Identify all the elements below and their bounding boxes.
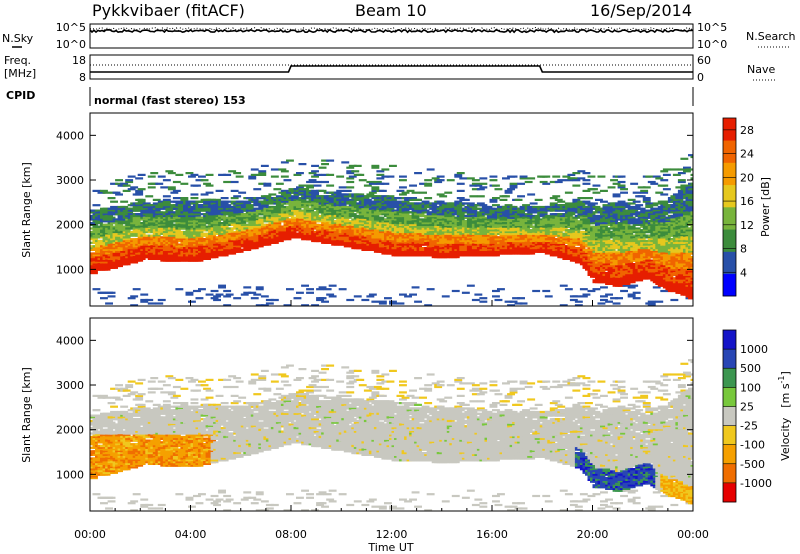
- velocity-colorbar-tick-label: 25: [740, 400, 754, 413]
- noise-right-tick-top: 10^5: [697, 21, 727, 34]
- y-tick-label: 2000: [56, 219, 84, 232]
- velocity-colorbar-tick-label: -1000: [740, 477, 772, 490]
- power-colorbar-tick-label: 24: [740, 148, 754, 161]
- velocity-colorbar-label: Velocity [m s-1]: [777, 371, 792, 461]
- power-colorbar-block: [723, 162, 736, 186]
- nsearch-line: [89, 26, 694, 32]
- power-colorbar-tick-label: 20: [740, 171, 754, 184]
- velocity-colorbar-block: [723, 368, 736, 388]
- velocity-colorbar-label-unit: [m s: [779, 383, 792, 408]
- beam-label: Beam 10: [355, 1, 427, 20]
- power-colorbar-block: [723, 118, 736, 141]
- nave-label: Nave: [747, 63, 775, 76]
- x-tick-label: 04:00: [175, 528, 207, 541]
- x-tick-label: 12:00: [376, 528, 408, 541]
- velocity-colorbar-label-main: Velocity: [779, 417, 792, 461]
- power-colorbar-block: [723, 273, 736, 297]
- x-tick-label: 00:00: [74, 528, 106, 541]
- velocity-colorbar-block: [723, 482, 736, 503]
- velocity-colorbar-label-close: ]: [779, 371, 792, 375]
- frequency-panel-frame: [89, 54, 694, 80]
- velocity-colorbar-tick-label: 100: [740, 381, 761, 394]
- velocity-colorbar-tick-label: -500: [740, 458, 765, 471]
- power-colorbar-block: [723, 229, 736, 252]
- velocity-colorbar-block: [723, 425, 736, 445]
- cpid-text: normal (fast stereo) 153: [94, 94, 246, 107]
- velocity-colorbar-block: [723, 406, 736, 426]
- power-heatmap: [90, 154, 693, 306]
- cpid-label: CPID: [6, 89, 35, 102]
- power-colorbar-tick-label: 8: [740, 243, 747, 256]
- noise-panel-frame: [89, 23, 694, 49]
- x-tick-label: 16:00: [476, 528, 508, 541]
- station-title: Pykkvibaer (fitACF): [92, 1, 245, 20]
- y-tick-label: 2000: [56, 424, 84, 437]
- velocity-colorbar-frame: [722, 329, 737, 503]
- power-panel: 1000 2000 3000 4000 Slant Range [km]: [20, 112, 694, 307]
- velocity-colorbar-tick-label: 1000: [740, 343, 768, 356]
- freq-unit-label: [MHz]: [4, 67, 36, 80]
- freq-right-tick-top: 60: [697, 54, 711, 67]
- power-colorbar-block: [723, 140, 736, 163]
- velocity-colorbar-block: [723, 349, 736, 369]
- y-tick-label: 4000: [56, 334, 84, 347]
- x-tick-label: 08:00: [275, 528, 307, 541]
- noise-left-tick-top: 10^5: [56, 21, 86, 34]
- power-colorbar-tick-label: 12: [740, 219, 754, 232]
- time-x-ticks: 00:00 04:00 08:00 12:00 16:00 20:00 00:00: [74, 300, 709, 541]
- velocity-colorbar-label-exp: -1: [777, 375, 786, 383]
- freq-right-tick-bottom: 0: [697, 71, 704, 84]
- velocity-colorbar-block: [723, 444, 736, 465]
- velocity-colorbar-block: [723, 387, 736, 407]
- power-colorbar-frame: [722, 117, 737, 297]
- nsearch-label: N.Search: [746, 30, 796, 43]
- freq-left-tick-bottom: 8: [79, 71, 86, 84]
- power-colorbar-block: [723, 184, 736, 208]
- power-colorbar-tick-label: 16: [740, 195, 754, 208]
- y-tick-label: 3000: [56, 379, 84, 392]
- power-colorbar-label: Power [dB]: [759, 177, 772, 237]
- power-colorbar-tick-label: 28: [740, 124, 754, 137]
- velocity-colorbar-block: [723, 330, 736, 350]
- frequency-panel: 18 8 60 0 Freq. [MHz] Nave: [4, 54, 775, 84]
- time-xlabel: Time UT: [367, 541, 413, 554]
- y-tick-label: 3000: [56, 174, 84, 187]
- y-tick-label: 4000: [56, 129, 84, 142]
- velocity-colorbar: -1000 -500 -100 -25 25 100 500 1000 Velocity [m …: [722, 329, 792, 503]
- velocity-y-ticks: 1000 2000 3000 4000: [56, 334, 693, 481]
- power-y-ticks: 1000 2000 3000 4000: [56, 129, 693, 276]
- frequency-line: [90, 65, 693, 73]
- power-ylabel: Slant Range [km]: [20, 162, 33, 258]
- y-tick-label: 1000: [56, 468, 84, 481]
- y-tick-label: 1000: [56, 263, 84, 276]
- noise-panel: 10^5 10^0 10^5 10^0 N.Sky N.Search: [2, 21, 796, 51]
- velocity-colorbar-tick-label: -100: [740, 439, 765, 452]
- power-colorbar: 4 8 12 16 20 24 28 Power [dB]: [722, 117, 772, 297]
- noise-right-tick-bottom: 10^0: [697, 38, 727, 51]
- power-colorbar-block: [723, 251, 736, 275]
- velocity-colorbar-block: [723, 463, 736, 484]
- nsky-label: N.Sky: [2, 32, 34, 45]
- velocity-colorbar-tick-label: 500: [740, 362, 761, 375]
- velocity-colorbar-tick-label: -25: [740, 420, 758, 433]
- freq-left-tick-top: 18: [72, 54, 86, 67]
- velocity-ylabel: Slant Range [km]: [20, 367, 33, 463]
- freq-label: Freq.: [4, 54, 31, 67]
- date-label: 16/Sep/2014: [590, 1, 692, 20]
- noise-left-tick-bottom: 10^0: [56, 38, 86, 51]
- power-colorbar-block: [723, 207, 736, 230]
- x-tick-label: 20:00: [577, 528, 609, 541]
- x-tick-label: 00:00: [677, 528, 709, 541]
- nsky-line: [89, 28, 694, 34]
- velocity-heatmap: [90, 359, 693, 511]
- power-colorbar-tick-label: 4: [740, 266, 747, 279]
